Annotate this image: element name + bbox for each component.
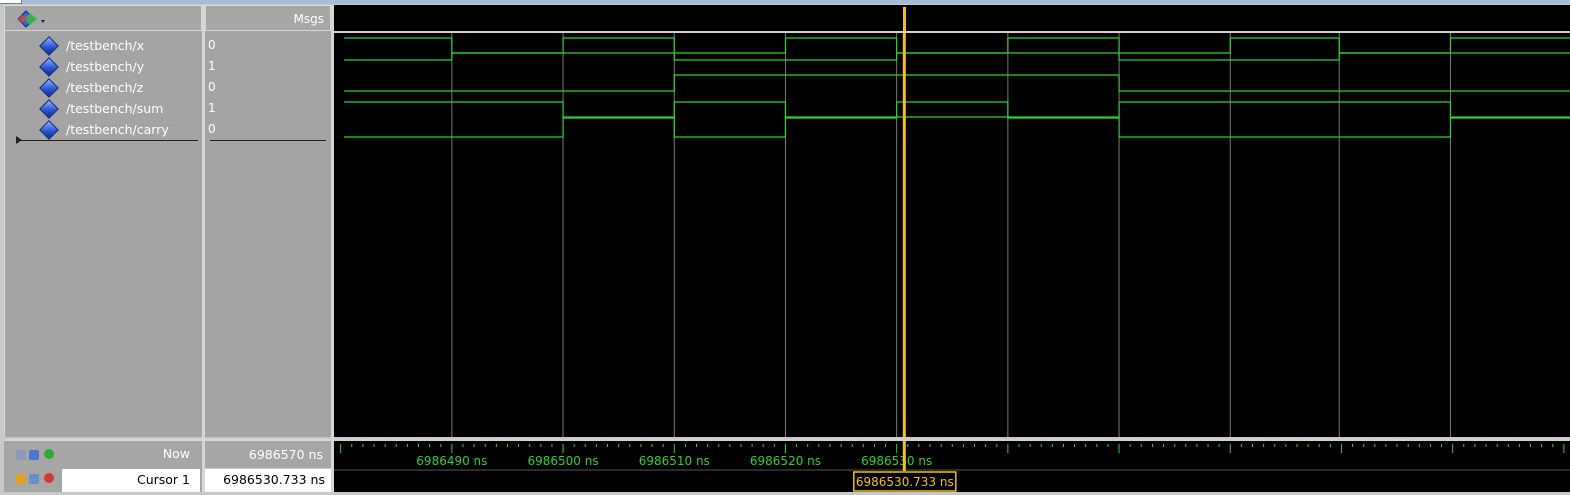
signal-name: /testbench/x [66,38,145,53]
signal-row-carry[interactable]: /testbench/carry [5,119,202,140]
cursor-name-field[interactable]: Cursor 1 [62,469,200,492]
lock-cursor-icon[interactable] [16,474,26,484]
add-cursor-icon[interactable] [44,449,54,459]
time-tick-label: 6986510 ns [639,454,710,468]
signal-name: /testbench/sum [66,101,164,116]
values-insert-line [210,140,326,141]
waveform-canvas[interactable] [334,31,1570,437]
delete-cursor-icon[interactable] [44,473,54,483]
waveform-x[interactable] [344,37,1570,54]
signal-name: /testbench/z [66,80,144,95]
cursor-line[interactable] [902,33,906,437]
cursor-value-field[interactable]: 6986530.733 ns [205,469,331,492]
signal-name: /testbench/y [66,59,145,74]
cursor-tool-icon[interactable] [29,474,39,484]
signal-value: 0 [208,38,216,52]
window-top-strip [0,0,1570,4]
waveform-sum[interactable] [344,101,1570,119]
signal-value: 1 [208,101,216,115]
time-tick-label: 6986500 ns [528,454,599,468]
wave-header-bar [334,5,1570,31]
signal-names-pane[interactable]: /testbench/x /testbench/y /testbench/z /… [4,31,202,437]
window-corner-button[interactable] [0,0,22,4]
add-time-icon[interactable] [16,450,26,460]
wave-add-icon[interactable] [17,10,47,28]
signal-diamond-icon [39,120,59,140]
cursor-time-box[interactable] [853,471,957,492]
signal-diamond-icon [39,78,59,98]
time-tick-label: 6986520 ns [750,454,821,468]
time-ruler[interactable]: 6986490 ns 6986500 ns 6986510 ns 6986520 ns… [334,439,1570,492]
signal-row-sum[interactable]: /testbench/sum [5,98,202,119]
waveform-carry[interactable] [344,116,1570,138]
pane-splitter[interactable] [331,5,334,492]
signal-value: 1 [208,59,216,73]
signal-values-pane[interactable]: 0 1 0 1 0 [205,31,331,437]
signal-diamond-icon [39,99,59,119]
waveform-y[interactable] [344,52,1570,61]
signal-row-y[interactable]: /testbench/y [5,56,202,77]
time-tick-label: 6986530 ns [861,454,932,468]
cursor-line-ruler[interactable] [902,441,906,471]
signal-diamond-icon [39,57,59,77]
msgs-column-header: Msgs [205,5,331,31]
now-value: 6986570 ns [248,447,323,462]
edit-cursor-icon[interactable] [29,450,39,460]
cursor-value: 6986530.733 ns [223,472,325,487]
signal-diamond-icon [39,36,59,56]
signal-row-z[interactable]: /testbench/z [5,77,202,98]
waveform-z[interactable] [344,74,1570,92]
now-label: Now [162,446,190,461]
insert-marker-icon [16,136,22,144]
signal-row-x[interactable]: /testbench/x [5,35,202,56]
pane-splitter[interactable] [202,5,205,492]
cursor-line-header [902,7,906,31]
signal-name: /testbench/carry [66,122,169,137]
names-pane-header [4,5,202,31]
cursor-name: Cursor 1 [136,472,190,487]
signal-value: 0 [208,80,216,94]
time-tick-label: 6986490 ns [416,454,487,468]
time-ruler-plot[interactable]: 6986490 ns 6986500 ns 6986510 ns 6986520 ns… [334,441,1570,492]
waveform-plot[interactable] [334,33,1570,437]
names-insert-line [18,140,198,141]
signal-value: 0 [208,122,216,136]
now-value-box: 6986570 ns [205,439,331,468]
cursor-time-label: 6986530.733 ns [856,475,954,489]
